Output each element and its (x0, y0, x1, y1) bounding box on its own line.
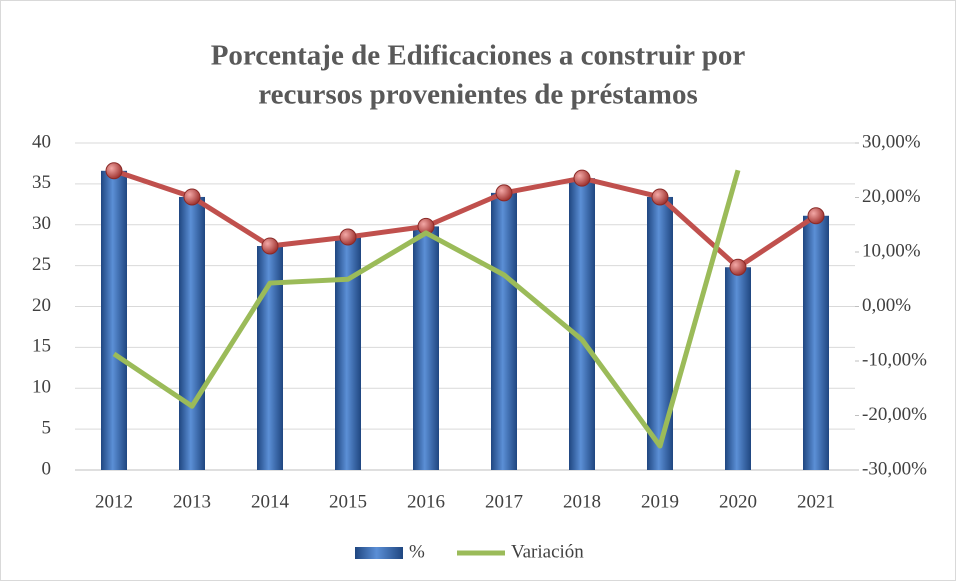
line (113, 168, 818, 270)
marker (105, 162, 123, 180)
legend-label: Variación (511, 541, 584, 562)
marker (495, 184, 513, 202)
marker (807, 207, 825, 225)
x-tick-label: 2021 (797, 491, 835, 512)
x-tick-label: 2013 (173, 491, 211, 512)
marker (651, 188, 669, 206)
x-tick-label: 2018 (563, 491, 601, 512)
x-tick-label: 2015 (329, 491, 367, 512)
y-tick-label: 35 (32, 172, 51, 193)
bar (803, 215, 829, 470)
x-tick-label: 2019 (641, 491, 679, 512)
legend-label: % (409, 541, 425, 562)
bar (179, 196, 205, 470)
chart-title: Porcentaje de Edificaciones a construir … (211, 40, 746, 72)
y-tick-label: 5 (42, 417, 52, 438)
x-tick-label: 2020 (719, 491, 757, 512)
bar (491, 192, 517, 470)
y2-tick-label: 20,00% (862, 186, 921, 207)
y-tick-label: 0 (42, 458, 52, 479)
line (112, 169, 741, 449)
bar (569, 178, 595, 470)
bar (725, 267, 751, 470)
x-tick-label: 2012 (95, 491, 133, 512)
y2-tick-label: 0,00% (862, 295, 911, 316)
y2-tick-label: 10,00% (862, 240, 921, 261)
y-tick-label: 10 (32, 377, 51, 398)
bar (413, 226, 439, 470)
y-tick-label: 15 (32, 336, 51, 357)
y-tick-label: 30 (32, 213, 51, 234)
y2-tick-label: -30,00% (862, 458, 927, 479)
x-tick-label: 2017 (485, 491, 523, 512)
marker (729, 258, 747, 276)
y-tick-label: 40 (32, 131, 51, 152)
bar (257, 246, 283, 470)
bar (647, 196, 673, 470)
marker (261, 237, 279, 255)
bar (101, 170, 127, 471)
x-tick-label: 2014 (251, 491, 290, 512)
chart-title: recursos provenientes de préstamos (258, 79, 698, 111)
marker (339, 228, 357, 246)
marker (573, 169, 591, 187)
legend-swatch (355, 547, 403, 559)
y2-tick-label: -10,00% (862, 349, 927, 370)
y-tick-label: 20 (32, 295, 51, 316)
y2-tick-label: 30,00% (862, 131, 921, 152)
y-tick-label: 25 (32, 254, 51, 275)
x-tick-label: 2016 (407, 491, 445, 512)
y2-tick-label: -20,00% (862, 404, 927, 425)
marker (183, 188, 201, 206)
